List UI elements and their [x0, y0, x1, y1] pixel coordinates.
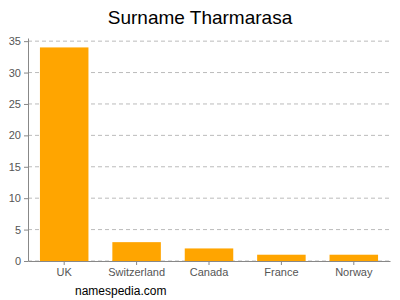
chart-svg: Surname Tharmarasa 0 5 10 15 20 25 30 35 UK Switze… [0, 0, 400, 300]
tick: Norway [335, 261, 373, 278]
tick-label: 5 [15, 224, 21, 236]
tick: 5 [15, 224, 28, 236]
axis-line [28, 39, 29, 262]
tick-label: UK [57, 266, 73, 278]
tick-label: 0 [15, 255, 21, 267]
tick-mark [64, 261, 65, 265]
grid-line [28, 41, 390, 42]
tick-label: 25 [9, 98, 21, 110]
tick: 15 [9, 161, 28, 173]
tick-mark [24, 230, 28, 231]
bar [185, 248, 234, 261]
tick: 30 [9, 67, 28, 79]
tick-mark [136, 261, 137, 265]
tick-label: 20 [9, 129, 21, 141]
tick: 20 [9, 129, 28, 141]
tick-mark [24, 135, 28, 136]
tick-mark [281, 261, 282, 265]
tick-label: 30 [9, 67, 21, 79]
tick-mark [24, 41, 28, 42]
source-text: namespedia.com [75, 284, 166, 298]
tick-label: 15 [9, 161, 21, 173]
tick-label: Canada [190, 266, 229, 278]
tick-mark [24, 73, 28, 74]
grid [28, 41, 390, 261]
bar [330, 255, 379, 261]
tick-mark [24, 104, 28, 105]
tick-mark [209, 261, 210, 265]
tick-label: Switzerland [108, 266, 165, 278]
tick: Switzerland [108, 261, 165, 278]
tick-label: 10 [9, 192, 21, 204]
bar [112, 242, 161, 261]
y-axis: 0 5 10 15 20 25 30 35 [9, 35, 29, 267]
tick: 10 [9, 192, 28, 204]
tick: 25 [9, 98, 28, 110]
tick: UK [57, 261, 73, 278]
tick: 0 [15, 255, 28, 267]
bar [40, 47, 89, 261]
tick: France [264, 261, 298, 278]
bar [257, 255, 306, 261]
tick-mark [24, 167, 28, 168]
chart-title: Surname Tharmarasa [108, 7, 293, 28]
tick-mark [24, 261, 28, 262]
tick: Canada [190, 261, 229, 278]
tick-label: Norway [335, 266, 373, 278]
chart-container: Surname Tharmarasa 0 5 10 15 20 25 30 35 UK Switze… [0, 0, 400, 300]
x-axis: UK Switzerland Canada France Norway [29, 261, 391, 278]
tick-mark [353, 261, 354, 265]
tick: 35 [9, 35, 28, 47]
tick-mark [24, 198, 28, 199]
plot-area [40, 47, 378, 261]
tick-label: 35 [9, 35, 21, 47]
tick-label: France [264, 266, 298, 278]
